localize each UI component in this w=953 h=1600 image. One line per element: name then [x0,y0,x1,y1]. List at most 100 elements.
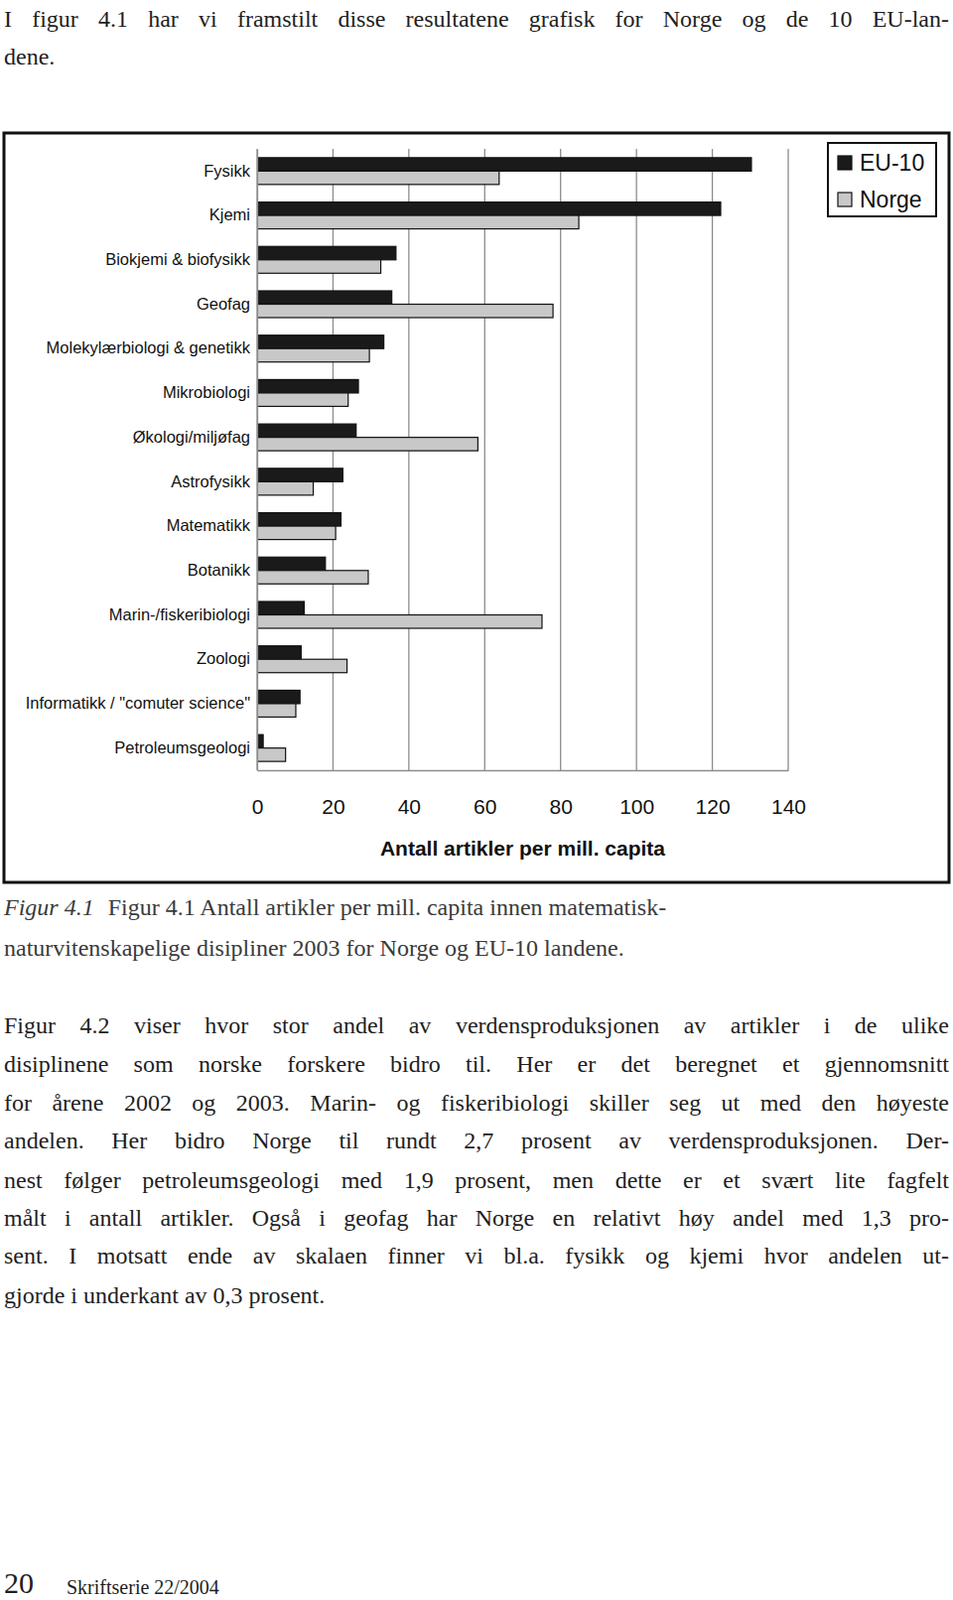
legend-swatch [837,155,852,170]
paragraph-line: nest følger petroleumsgeologi med 1,9 pr… [3,1161,950,1200]
legend-swatch [837,192,852,207]
paragraph-line: disiplinene som norske forskere bidro ti… [3,1045,950,1084]
x-tick: 40 [398,770,421,818]
y-tick: Økologi/miljøfag [133,427,258,446]
bar [257,615,543,630]
category-label: Botanikk [187,560,252,579]
x-tick: 20 [321,770,345,818]
bar [257,748,286,763]
x-tick-label: 20 [321,795,345,818]
chart: 0 20 40 60 80 100 120 140 Fysikk Kjemi Biokjemi & … [0,0,953,1600]
x-tick-label: 40 [398,795,421,818]
x-tick: 80 [549,770,573,818]
paragraph-line: for årene 2002 og 2003. Marin- og fisker… [3,1084,950,1122]
category-label: Økologi/miljøfag [133,427,251,446]
y-axis: Fysikk Kjemi Biokjemi & biofysikk Geofag Mol… [25,149,259,772]
x-tick: 0 [252,770,265,818]
category-label: Kjemi [209,205,251,224]
y-tick: Informatikk / "comuter science" [25,693,258,712]
paragraph-line: sent. I motsatt ende av skalaen finner v… [3,1236,950,1275]
grid-line [559,148,561,771]
grid-line [711,148,713,771]
bar [257,170,500,185]
bar [257,468,343,483]
caption-label: Figur 4.1 [3,894,95,921]
y-tick: Kjemi [209,205,258,224]
category-label: Astrofysikk [170,472,252,491]
category-label: Petroleumsgeologi [114,738,251,757]
y-tick: Zoologi [196,649,258,668]
paragraph-line: målt i antall artikler. Også i geofag ha… [3,1199,950,1237]
category-label: Molekylærbiologi & genetikk [46,338,252,357]
bar [257,556,326,571]
grid-line [256,148,258,771]
y-tick: Geofag [196,294,258,313]
y-tick: Matematikk [166,516,258,535]
category-label: Informatikk / "comuter science" [25,693,251,712]
bar [257,601,304,616]
y-tick: Fysikk [203,161,258,180]
grid-line [332,148,334,771]
series-bars [257,170,579,762]
x-tick: 100 [619,770,655,818]
bar [257,646,301,661]
x-axis-line [258,770,790,772]
bar [257,379,359,394]
bar [257,513,341,528]
bar [257,290,393,305]
legend-box [827,142,937,217]
bar [257,157,752,172]
x-tick: 60 [473,770,497,818]
caption-text: Figur 4.1 Antall artikler per mill. capi… [108,894,668,921]
bar [257,393,349,408]
category-label: Geofag [196,294,251,313]
paragraph-line: Figur 4.2 viser hvor stor andel av verde… [3,1006,950,1045]
bar [257,246,397,260]
category-label: Biokjemi & biofysikk [105,250,252,269]
bar [257,570,369,585]
bar [257,202,721,217]
category-label: Zoologi [196,649,251,668]
category-label: Marin-/fiskeribiologi [109,605,251,624]
paragraph-line: andelen. Her bidro Norge til rundt 2,7 p… [3,1121,950,1160]
grid [257,148,789,771]
bar [257,481,314,496]
caption-line: naturvitenskapelige disipliner 2003 for … [3,929,950,967]
x-tick-label: 120 [695,795,731,818]
intro-line: dene. [3,37,950,76]
bar [257,215,579,230]
grid-line [787,148,789,771]
category-label: Mikrobiologi [162,383,251,402]
grid-line [484,148,486,771]
x-tick-label: 0 [252,795,265,818]
category-label: Fysikk [203,161,251,180]
bar [257,348,370,363]
page-number: 20 [3,1568,34,1599]
bar [257,659,348,674]
x-tick-label: 60 [473,795,497,818]
x-tick-label: 140 [771,795,807,818]
y-tick: Botanikk [187,560,258,579]
grid-line [635,148,637,771]
x-tick-label: 80 [549,795,573,818]
caption-text: naturvitenskapelige disipliner 2003 for … [3,935,625,961]
legend-label: EU-10 [859,149,925,176]
series-bars [257,157,752,749]
category-label: Matematikk [166,516,252,535]
paragraph-line: gjorde i underkant av 0,3 prosent. [3,1276,950,1315]
y-tick: Marin-/fiskeribiologi [109,605,258,624]
grid-line [408,148,409,771]
y-tick: Petroleumsgeologi [114,738,258,757]
y-tick: Mikrobiologi [162,383,258,402]
y-tick: Astrofysikk [170,472,258,491]
bar [257,304,553,319]
chart-frame [3,133,950,883]
bar [257,689,300,704]
bar [257,335,385,350]
x-tick: 140 [771,770,807,818]
caption-line: Figur 4.1 Figur 4.1 Antall artikler per m… [3,888,950,927]
bar [257,526,336,541]
bar [257,423,357,438]
bar [257,260,382,274]
x-tick-label: 100 [619,795,655,818]
